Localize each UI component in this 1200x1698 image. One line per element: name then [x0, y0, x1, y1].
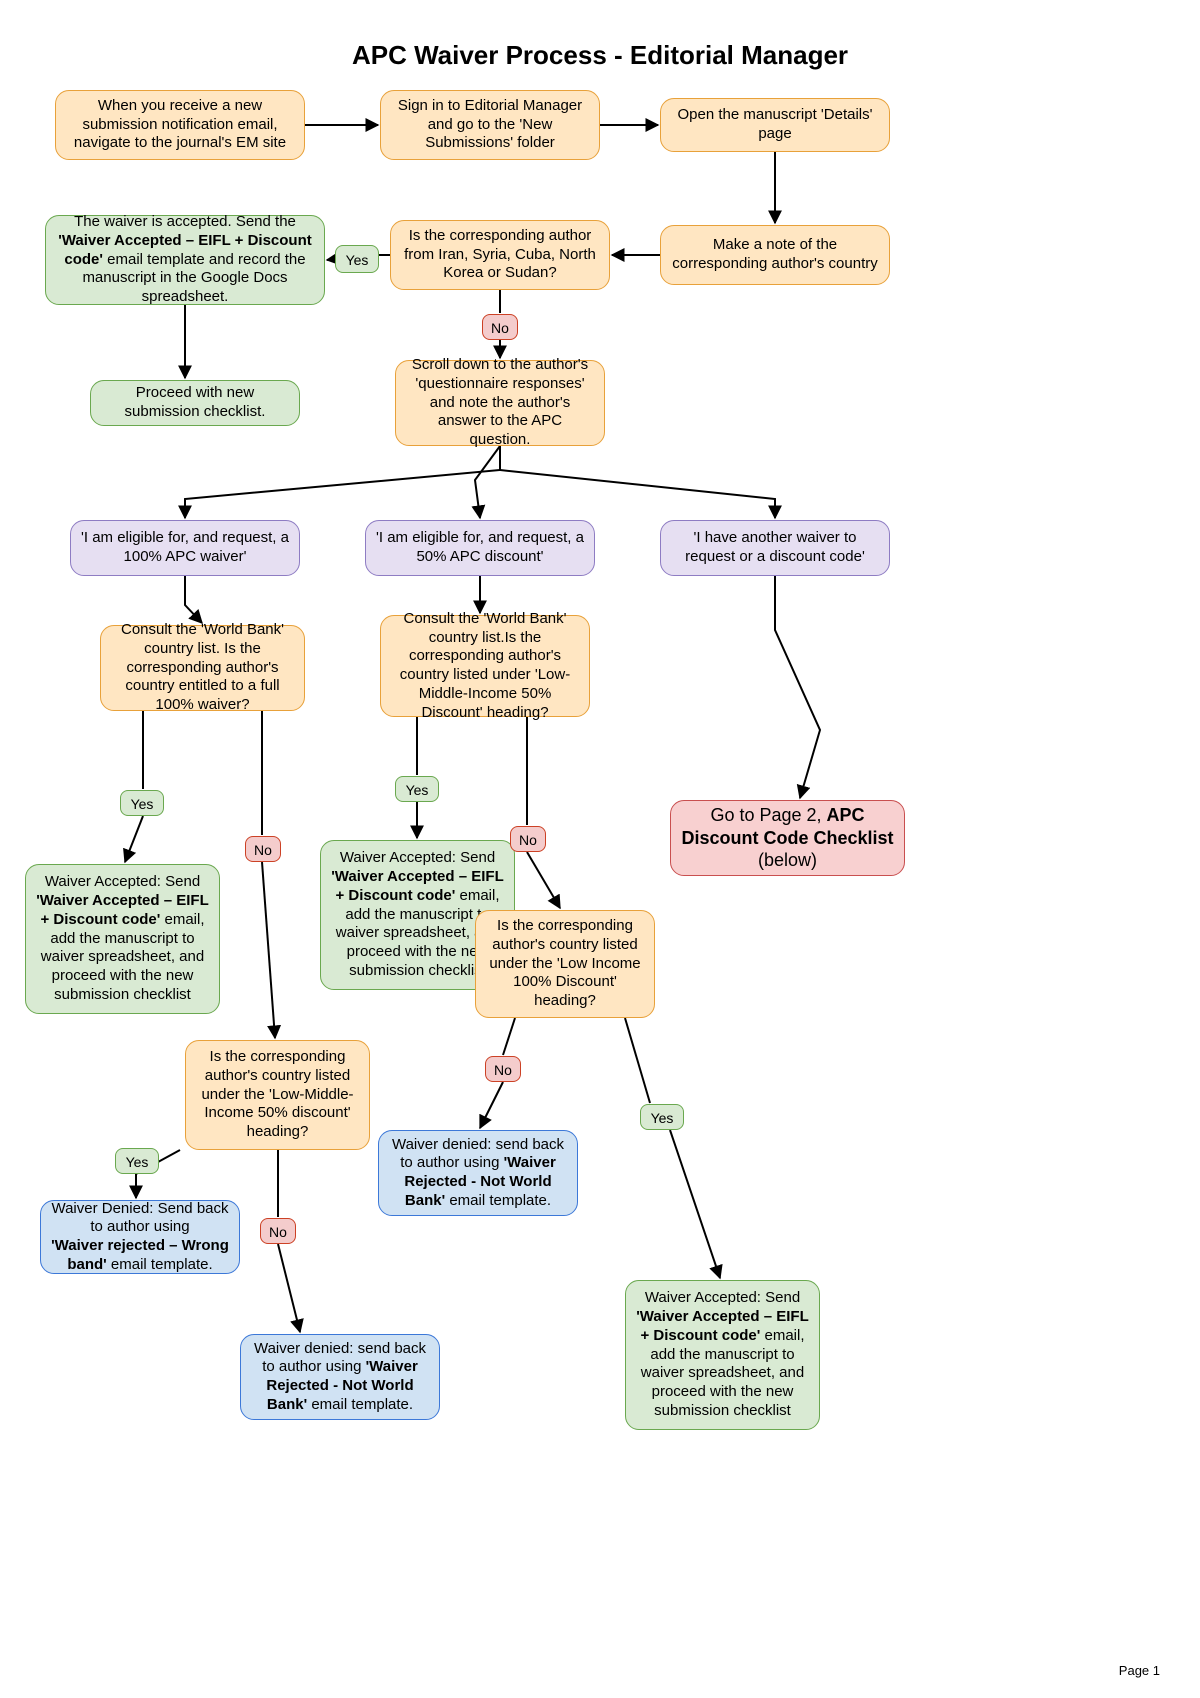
edge-18-1	[278, 1244, 300, 1332]
flow-node-text: 'I have another waiver to request or a d…	[671, 529, 879, 567]
flow-node-n6: The waiver is accepted. Send the 'Waiver…	[45, 215, 325, 305]
flow-node-n21: Waiver denied: send back to author using…	[240, 1334, 440, 1420]
flow-node-n12: Consult the 'World Bank' country list. I…	[100, 625, 305, 711]
edge-8-0	[475, 446, 500, 518]
decision-label-no4: No	[260, 1218, 296, 1244]
flow-node-text: Waiver denied: send back to author using…	[389, 1136, 567, 1211]
edge-19-1	[480, 1082, 503, 1128]
flow-node-n13: Consult the 'World Bank' country list.Is…	[380, 615, 590, 717]
flow-node-text: Proceed with new submission checklist.	[101, 384, 289, 422]
flow-node-n9: 'I am eligible for, and request, a 100% …	[70, 520, 300, 576]
decision-label-yes1: Yes	[335, 245, 379, 273]
edge-20-1	[670, 1130, 720, 1278]
edge-10-0	[185, 576, 202, 623]
flow-node-text: Is the corresponding author's country li…	[196, 1048, 359, 1142]
flow-node-text: The waiver is accepted. Send the 'Waiver…	[56, 213, 314, 307]
flow-node-n2: Sign in to Editorial Manager and go to t…	[380, 90, 600, 160]
edge-13-1	[125, 816, 143, 862]
flow-node-text: When you receive a new submission notifi…	[66, 97, 294, 153]
flow-node-text: Open the manuscript 'Details' page	[671, 106, 879, 144]
flow-node-n15: Waiver Accepted: Send 'Waiver Accepted –…	[25, 864, 220, 1014]
flow-node-text: Go to Page 2, APC Discount Code Checklis…	[681, 804, 894, 872]
edge-7-0	[185, 446, 500, 518]
flow-node-n18: Is the corresponding author's country li…	[185, 1040, 370, 1150]
flow-node-n10: 'I am eligible for, and request, a 50% A…	[365, 520, 595, 576]
decision-label-no3: No	[510, 826, 546, 852]
flow-node-text: 'I am eligible for, and request, a 100% …	[81, 529, 289, 567]
edge-16-1	[527, 852, 560, 908]
flow-node-n22: Waiver Accepted: Send 'Waiver Accepted –…	[625, 1280, 820, 1430]
flow-node-n7: Proceed with new submission checklist.	[90, 380, 300, 426]
decision-label-yes4: Yes	[115, 1148, 159, 1174]
flow-node-text: Consult the 'World Bank' country list.Is…	[391, 610, 579, 723]
flow-node-text: 'I am eligible for, and request, a 50% A…	[376, 529, 584, 567]
flow-node-text: Make a note of the corresponding author'…	[671, 236, 879, 274]
edge-9-0	[500, 446, 775, 518]
edge-4-1	[327, 259, 335, 260]
page-footer: Page 1	[1119, 1663, 1160, 1678]
flow-node-n17: Is the corresponding author's country li…	[475, 910, 655, 1018]
flow-node-text: Is the corresponding author from Iran, S…	[401, 227, 599, 283]
flow-node-n14: Go to Page 2, APC Discount Code Checklis…	[670, 800, 905, 876]
flow-node-text: Consult the 'World Bank' country list. I…	[111, 621, 294, 715]
flow-node-n8: Scroll down to the author's 'questionnai…	[395, 360, 605, 446]
flow-node-n20: Waiver denied: send back to author using…	[378, 1130, 578, 1216]
flow-node-text: Waiver Accepted: Send 'Waiver Accepted –…	[636, 1289, 809, 1420]
flow-node-text: Scroll down to the author's 'questionnai…	[406, 356, 594, 450]
flow-node-n5: Is the corresponding author from Iran, S…	[390, 220, 610, 290]
flow-node-text: Waiver Denied: Send back to author using…	[51, 1200, 229, 1275]
edge-20-0	[625, 1018, 650, 1103]
decision-label-yes3: Yes	[395, 776, 439, 802]
flow-node-n19: Waiver Denied: Send back to author using…	[40, 1200, 240, 1274]
flow-node-text: Sign in to Editorial Manager and go to t…	[391, 97, 589, 153]
flow-node-n1: When you receive a new submission notifi…	[55, 90, 305, 160]
decision-label-no2: No	[245, 836, 281, 862]
decision-label-yes5: Yes	[640, 1104, 684, 1130]
flow-node-text: Waiver denied: send back to author using…	[251, 1340, 429, 1415]
decision-label-no1: No	[482, 314, 518, 340]
flow-node-text: Is the corresponding author's country li…	[486, 917, 644, 1011]
decision-label-no5: No	[485, 1056, 521, 1082]
decision-label-yes2: Yes	[120, 790, 164, 816]
flow-node-text: Waiver Accepted: Send 'Waiver Accepted –…	[36, 873, 209, 1004]
page-title: APC Waiver Process - Editorial Manager	[0, 40, 1200, 71]
edge-14-1	[262, 862, 275, 1038]
edge-19-0	[503, 1018, 515, 1055]
flow-node-n11: 'I have another waiver to request or a d…	[660, 520, 890, 576]
edge-12-0	[775, 576, 820, 798]
flow-node-n4: Make a note of the corresponding author'…	[660, 225, 890, 285]
flow-node-n3: Open the manuscript 'Details' page	[660, 98, 890, 152]
